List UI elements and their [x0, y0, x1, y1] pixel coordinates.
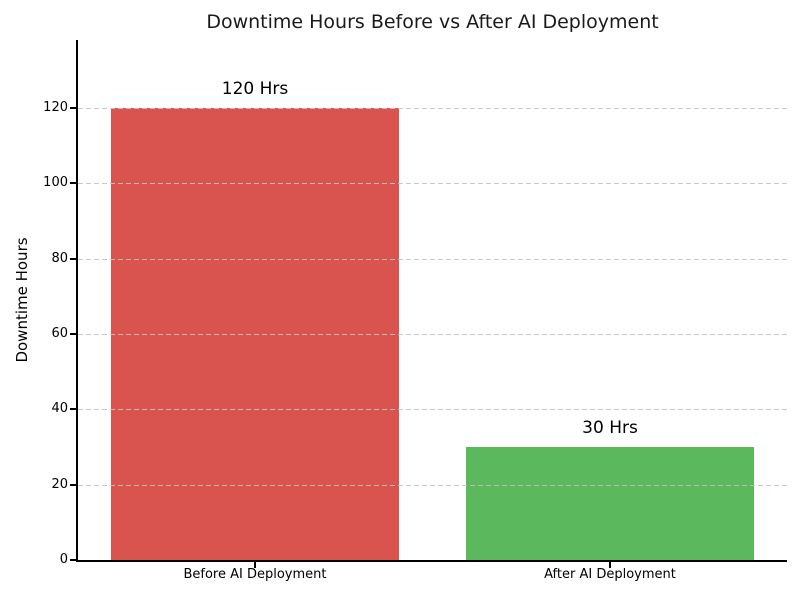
gridline-120: [78, 108, 787, 109]
chart-title: Downtime Hours Before vs After AI Deploy…: [206, 11, 659, 33]
bar-1: [466, 447, 754, 560]
gridline-80: [78, 259, 787, 260]
gridline-100: [78, 183, 787, 184]
gridline-20: [78, 485, 787, 486]
y-tick-mark-0: [70, 559, 76, 561]
y-tick-mark-80: [70, 258, 76, 260]
y-tick-mark-120: [70, 107, 76, 109]
y-tick-label-60: 60: [51, 326, 68, 341]
y-tick-mark-60: [70, 333, 76, 335]
bar-value-label-0: 120 Hrs: [221, 79, 289, 99]
y-tick-label-20: 20: [51, 477, 68, 492]
y-tick-label-80: 80: [51, 251, 68, 266]
x-tick-mark-1: [609, 562, 611, 568]
x-tick-mark-0: [254, 562, 256, 568]
plot-area: [78, 40, 787, 560]
y-tick-mark-40: [70, 408, 76, 410]
y-axis-spine: [76, 40, 78, 562]
y-tick-mark-100: [70, 182, 76, 184]
bar-value-label-1: 30 Hrs: [582, 418, 638, 438]
gridline-60: [78, 334, 787, 335]
y-tick-label-120: 120: [43, 100, 68, 115]
y-tick-label-40: 40: [51, 401, 68, 416]
x-tick-label-1: After AI Deployment: [544, 567, 676, 582]
gridline-40: [78, 409, 787, 410]
y-tick-label-100: 100: [43, 175, 68, 190]
y-tick-label-0: 0: [59, 552, 68, 567]
x-tick-label-0: Before AI Deployment: [183, 567, 327, 582]
y-tick-mark-20: [70, 484, 76, 486]
x-axis-spine: [76, 560, 787, 562]
